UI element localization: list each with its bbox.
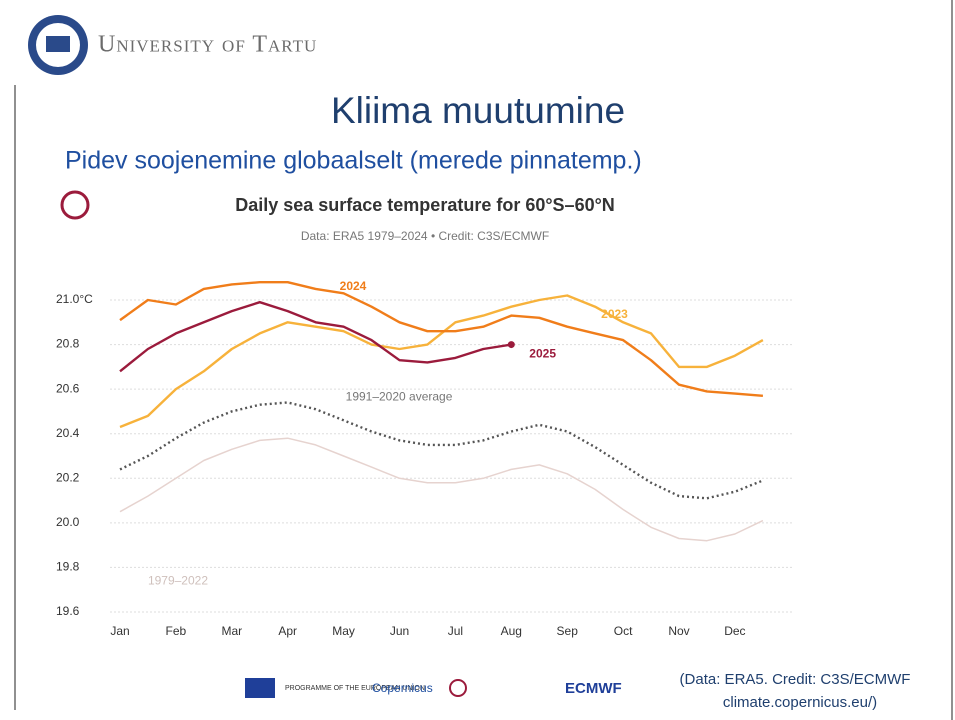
x-tick-label: Jul xyxy=(448,624,463,638)
series-line xyxy=(119,401,764,500)
x-tick-label: Apr xyxy=(278,624,297,638)
y-tick-label: 21.0°C xyxy=(56,292,93,306)
eu-flag xyxy=(245,678,275,698)
y-tick-label: 19.6 xyxy=(56,604,80,618)
chart-icon xyxy=(60,190,90,220)
slide-subtitle: Pidev soojenemine globaalselt (merede pi… xyxy=(65,147,642,175)
y-tick-label: 20.4 xyxy=(56,426,80,440)
credit: (Data: ERA5. Credit: C3S/ECMWF xyxy=(680,671,911,688)
x-tick-label: Feb xyxy=(166,624,187,638)
y-tick-label: 20.2 xyxy=(56,470,80,484)
logo-icon xyxy=(449,679,467,697)
logo-text: ECMWF xyxy=(565,680,622,697)
y-tick-label: 20.6 xyxy=(56,381,80,395)
y-tick-label: 19.8 xyxy=(56,560,80,574)
series-line xyxy=(119,437,764,542)
x-tick-label: Aug xyxy=(501,624,522,638)
series-label: 1979–2022 xyxy=(148,573,208,587)
x-tick-label: Sep xyxy=(557,624,579,638)
series-label: 1991–2020 average xyxy=(346,389,453,403)
x-tick-label: May xyxy=(332,624,355,638)
chart-subtitle: Data: ERA5 1979–2024 • Credit: C3S/ECMWF xyxy=(301,229,549,243)
series-line xyxy=(119,281,763,397)
end-marker xyxy=(507,341,515,349)
x-tick-label: Oct xyxy=(614,624,633,638)
series-label: 2024 xyxy=(340,279,367,293)
x-tick-label: Mar xyxy=(221,624,242,638)
slide-title: Kliima muutumine xyxy=(331,90,625,131)
university-logo xyxy=(46,36,70,52)
series-label: 2023 xyxy=(601,307,628,321)
chart-title: Daily sea surface temperature for 60°S–6… xyxy=(235,195,615,215)
plot: 19.6 19.8 20.0 20.2 20.4 20.6 20.8 21.0°C Jan Feb… xyxy=(56,279,792,638)
credit: climate.copernicus.eu/) xyxy=(723,694,877,711)
series-line xyxy=(119,301,512,373)
series-line xyxy=(119,294,764,429)
logo-text: Copernicus xyxy=(372,681,433,695)
x-tick-label: Jan xyxy=(110,624,129,638)
x-tick-label: Nov xyxy=(668,624,689,638)
y-tick-label: 20.0 xyxy=(56,515,80,529)
institution: University of Tartu xyxy=(98,32,317,58)
logo-text: PROGRAMME OF THE EUROPEAN UNION xyxy=(285,685,425,692)
x-tick-label: Jun xyxy=(390,624,409,638)
series-label: 2025 xyxy=(529,347,556,361)
x-tick-label: Dec xyxy=(724,624,745,638)
y-tick-label: 20.8 xyxy=(56,337,80,351)
